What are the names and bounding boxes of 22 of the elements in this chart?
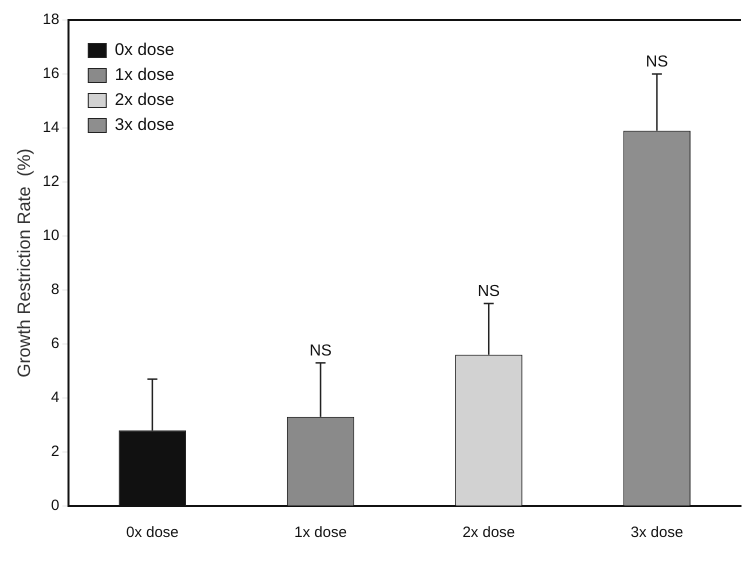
y-tick-label: 6 bbox=[50, 335, 60, 352]
x-tick-label: 3x dose bbox=[630, 524, 684, 542]
annotation: NS bbox=[646, 53, 668, 70]
y-tick-label: 8 bbox=[50, 281, 60, 298]
y-tick-label: 10 bbox=[42, 227, 60, 244]
annotation: NS bbox=[309, 342, 332, 360]
y-tick-label: 16 bbox=[42, 65, 60, 82]
y-tick-label: 14 bbox=[42, 119, 60, 136]
legend-label: 0x dose bbox=[114, 40, 174, 60]
x-tick-label: 1x dose bbox=[294, 524, 347, 542]
y-tick-label: 4 bbox=[50, 389, 60, 406]
y-tick-label: 0 bbox=[50, 497, 60, 514]
legend-label: 2x dose bbox=[114, 90, 174, 110]
x-tick-label: 0x dose bbox=[126, 524, 179, 542]
annotation: NS bbox=[478, 282, 500, 300]
y-tick-label: 18 bbox=[42, 11, 60, 28]
y-tick-label: 12 bbox=[42, 173, 60, 190]
legend-label: 3x dose bbox=[114, 115, 174, 134]
x-tick-label: 2x dose bbox=[462, 524, 516, 542]
y-tick-label: 2 bbox=[50, 443, 60, 460]
legend-label: 1x dose bbox=[114, 65, 174, 84]
y-axis-title: Growth Restriction Rate (%) bbox=[14, 148, 34, 378]
